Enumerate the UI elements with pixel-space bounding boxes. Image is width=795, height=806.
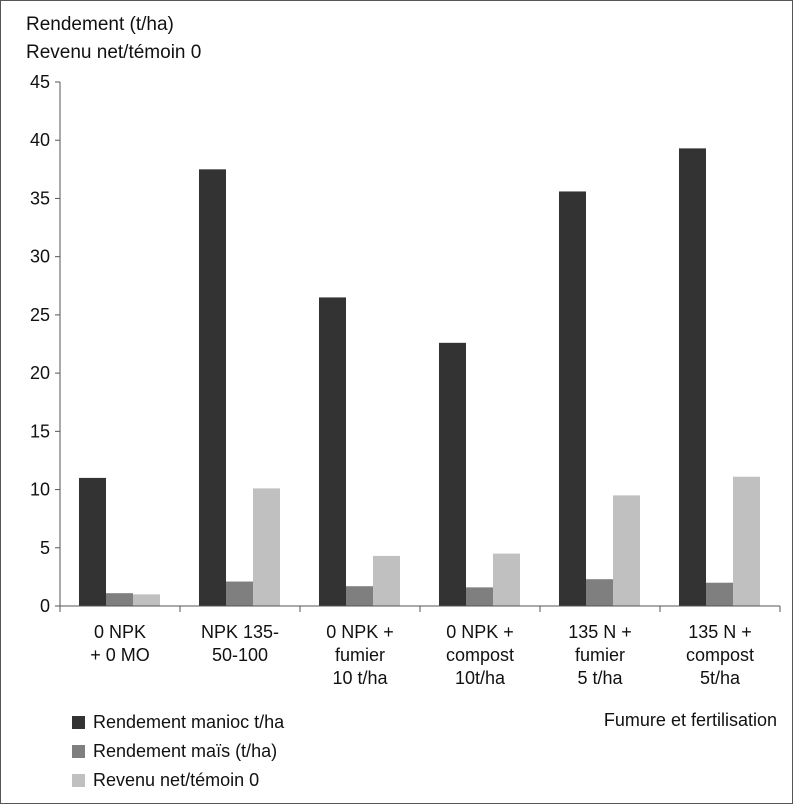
legend-item-manioc: Rendement manioc t/ha xyxy=(72,708,284,737)
x-tick-label-3-line-2: 10t/ha xyxy=(455,668,506,688)
x-tick-label-4-line-2: 5 t/ha xyxy=(577,668,623,688)
y-tick-label-25: 25 xyxy=(30,305,50,325)
y-tick-label-35: 35 xyxy=(30,188,50,208)
bar-series-2-cat-4 xyxy=(613,495,640,606)
x-tick-label-5-line-0: 135 N + xyxy=(688,622,752,642)
y-tick-label-30: 30 xyxy=(30,247,50,267)
legend-swatch-revenu xyxy=(72,774,85,787)
legend-label-revenu: Revenu net/témoin 0 xyxy=(93,770,260,790)
x-tick-label-0-line-1: + 0 MO xyxy=(90,645,150,665)
x-axis-title: Fumure et fertilisation xyxy=(603,710,777,730)
legend-swatch-mais xyxy=(72,745,85,758)
legend-swatch-manioc xyxy=(72,716,85,729)
legend-label-manioc: Rendement manioc t/ha xyxy=(93,712,285,732)
x-tick-label-5-line-2: 5t/ha xyxy=(700,668,741,688)
x-tick-label-2-line-2: 10 t/ha xyxy=(332,668,388,688)
legend: Rendement manioc t/ha Rendement maïs (t/… xyxy=(72,708,284,795)
x-tick-label-2-line-1: fumier xyxy=(335,645,385,665)
bar-series-0-cat-2 xyxy=(319,297,346,606)
y-tick-label-40: 40 xyxy=(30,130,50,150)
bar-series-1-cat-4 xyxy=(586,579,613,606)
y-tick-label-20: 20 xyxy=(30,363,50,383)
bar-series-0-cat-3 xyxy=(439,342,466,606)
y-tick-label-15: 15 xyxy=(30,421,50,441)
x-tick-label-4-line-1: fumier xyxy=(575,645,625,665)
x-tick-label-4-line-0: 135 N + xyxy=(568,622,632,642)
bar-series-2-cat-2 xyxy=(373,555,400,606)
x-tick-label-2-line-0: 0 NPK + xyxy=(326,622,394,642)
bar-series-2-cat-3 xyxy=(493,553,520,606)
legend-item-mais: Rendement maïs (t/ha) xyxy=(72,737,284,766)
bar-series-1-cat-3 xyxy=(466,587,493,606)
bar-series-0-cat-0 xyxy=(79,477,106,606)
legend-item-revenu: Revenu net/témoin 0 xyxy=(72,766,284,795)
y-tick-label-0: 0 xyxy=(40,596,50,616)
bar-series-0-cat-4 xyxy=(559,191,586,607)
x-tick-label-0-line-0: 0 NPK xyxy=(94,622,146,642)
x-tick-label-3-line-0: 0 NPK + xyxy=(446,622,514,642)
x-tick-label-1-line-0: NPK 135- xyxy=(201,622,279,642)
bar-series-1-cat-5 xyxy=(706,582,733,606)
bar-series-1-cat-1 xyxy=(226,581,253,606)
bar-series-0-cat-5 xyxy=(679,148,706,606)
y-axis-title-line-1: Rendement (t/ha) xyxy=(26,14,174,35)
bar-series-0-cat-1 xyxy=(199,169,226,607)
y-tick-label-45: 45 xyxy=(30,72,50,92)
y-tick-label-5: 5 xyxy=(40,538,50,558)
x-tick-label-1-line-1: 50-100 xyxy=(212,645,268,665)
bar-series-1-cat-0 xyxy=(106,593,133,606)
x-tick-label-3-line-1: compost xyxy=(446,645,514,665)
bar-series-1-cat-2 xyxy=(346,586,373,606)
y-tick-label-10: 10 xyxy=(30,480,50,500)
bar-series-2-cat-5 xyxy=(733,476,760,606)
bar-chart: 0 5 10 15 20 25 30 35 40 45 0 NPK + 0 MO NPK 135- 50-… xyxy=(30,72,781,688)
legend-label-mais: Rendement maïs (t/ha) xyxy=(93,741,278,761)
y-axis-title-line-2: Revenu net/témoin 0 xyxy=(26,42,202,63)
x-tick-label-5-line-1: compost xyxy=(686,645,754,665)
bar-series-2-cat-1 xyxy=(253,488,280,606)
bar-series-2-cat-0 xyxy=(133,594,160,606)
